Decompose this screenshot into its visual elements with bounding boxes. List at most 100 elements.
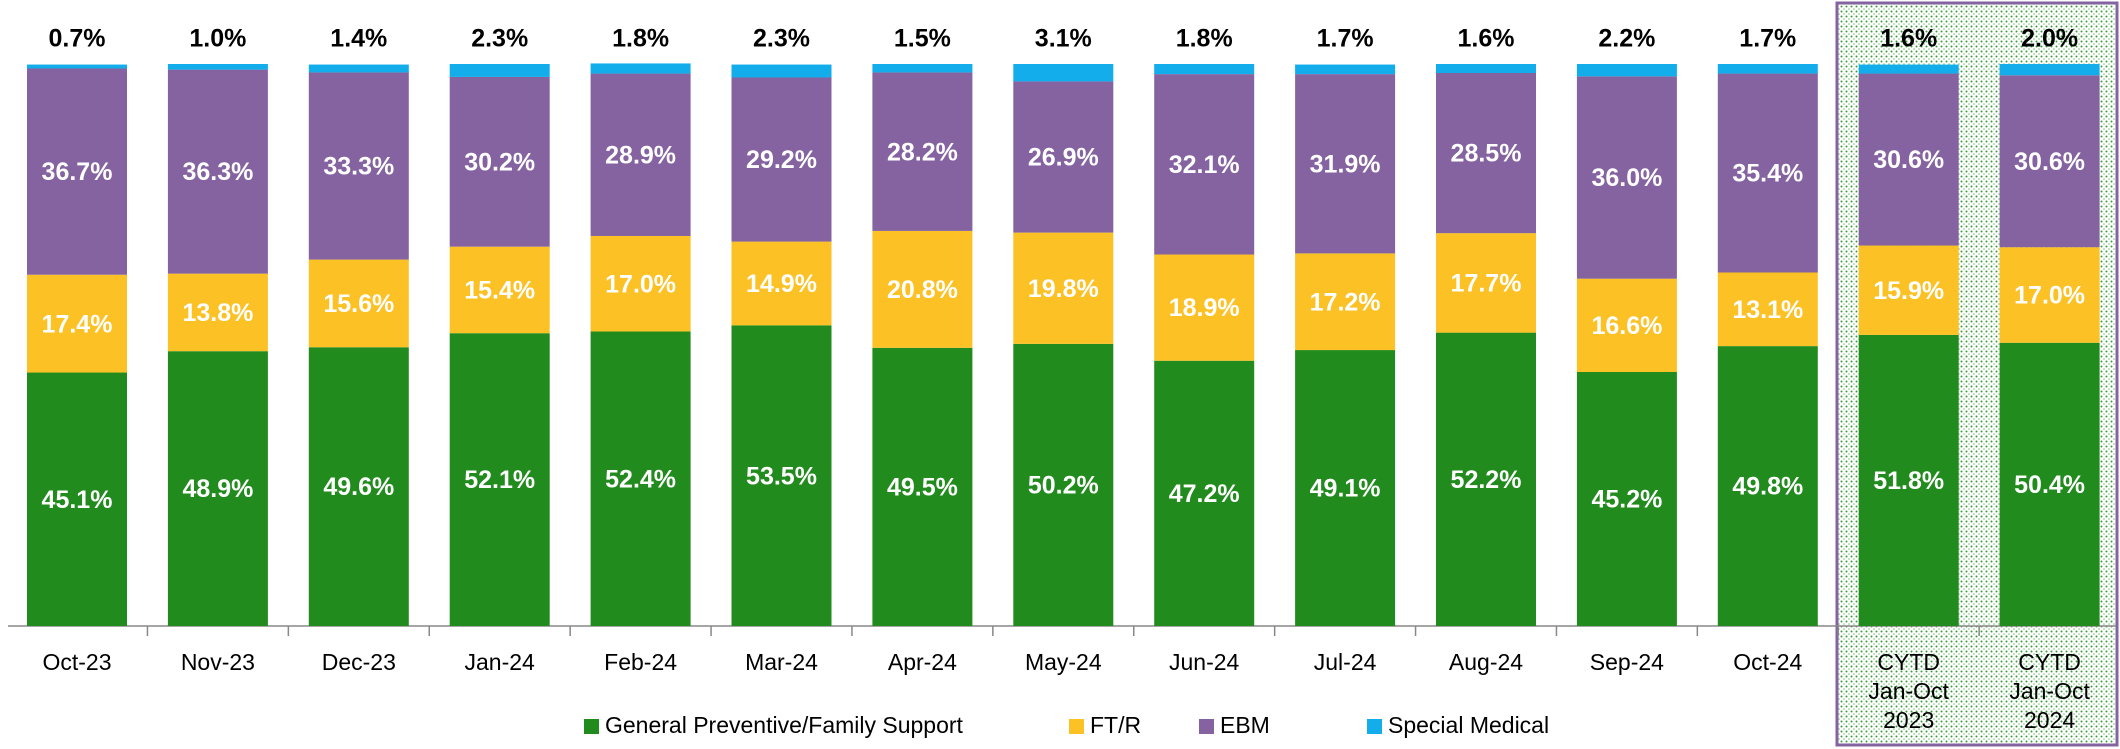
bar-segment (1858, 64, 1959, 74)
bar-segment (731, 64, 832, 78)
data-label: 17.0% (2014, 282, 2085, 310)
bar-segment (27, 68, 127, 275)
bar-segment (308, 72, 409, 260)
data-label: 49.1% (1310, 475, 1381, 503)
bar-segment (1576, 371, 1677, 626)
data-label: 31.9% (1310, 150, 1381, 178)
data-label: 15.4% (464, 277, 535, 305)
data-label: 28.5% (1451, 140, 1522, 168)
data-label: 0.7% (49, 25, 106, 53)
data-label: 1.6% (1880, 25, 1937, 53)
bar-segment (1154, 254, 1255, 361)
bar-segment (1999, 64, 2100, 76)
data-label: 50.2% (1028, 472, 1099, 500)
bar-segment (1999, 75, 2100, 248)
bar-segment (1858, 73, 1959, 246)
bar-segment (1436, 233, 1536, 333)
bar-segment (1013, 64, 1114, 82)
bar-segment (1717, 272, 1818, 347)
bar-segment (449, 76, 550, 247)
data-label: 15.6% (323, 290, 394, 318)
data-label: 13.1% (1732, 296, 1803, 324)
bar-segment (27, 274, 127, 373)
x-tick-label: Sep-24 (1589, 649, 1664, 675)
bar-segment (1154, 64, 1255, 75)
data-label: 36.7% (42, 158, 113, 186)
bar-segment (731, 77, 832, 242)
data-label: 19.8% (1028, 275, 1099, 303)
bar-segment (590, 331, 691, 626)
bar-segment (1295, 350, 1396, 626)
data-label: 17.2% (1310, 288, 1381, 316)
data-label: 2.0% (2021, 25, 2078, 53)
data-label: 52.1% (464, 466, 535, 494)
bar-segment (1436, 72, 1536, 234)
legend-swatch (1367, 719, 1382, 734)
bar-segment (872, 230, 973, 348)
legend-label: FT/R (1090, 712, 1141, 738)
bar-segment (1576, 278, 1677, 372)
legend-label: General Preventive/Family Support (605, 712, 964, 738)
bar-segment (449, 333, 550, 626)
data-label: 48.9% (182, 475, 253, 503)
bar-segment (1154, 360, 1255, 626)
data-label: 45.1% (42, 486, 113, 514)
bar-segment (167, 69, 268, 274)
data-label: 49.6% (323, 473, 394, 501)
bar-segment (167, 351, 268, 626)
data-label: 32.1% (1169, 151, 1240, 179)
legend-swatch (584, 719, 599, 734)
data-label: 17.7% (1451, 270, 1522, 298)
bar-segment (1154, 74, 1255, 255)
bar-segment (872, 347, 973, 626)
bar-segment (590, 73, 691, 236)
bar-segment (449, 246, 550, 334)
data-label: 1.0% (189, 25, 246, 53)
data-label: 18.9% (1169, 294, 1240, 322)
x-tick-label: Mar-24 (745, 649, 818, 675)
x-tick-label: Dec-23 (321, 649, 396, 675)
bar-segment (731, 241, 832, 326)
data-label: 2.2% (1598, 25, 1655, 53)
data-label: 17.0% (605, 270, 676, 298)
data-label: 13.8% (182, 299, 253, 327)
bar-segment (872, 72, 973, 231)
data-label: 53.5% (746, 462, 817, 490)
data-label: 51.8% (1873, 467, 1944, 495)
bar-segment (1858, 245, 1959, 335)
data-label: 1.7% (1317, 25, 1374, 53)
bar-segment (308, 259, 409, 348)
bar-segment (1436, 64, 1536, 73)
data-label: 1.5% (894, 25, 951, 53)
x-tick-label: Oct-23 (42, 649, 112, 675)
x-tick-label: Oct-24 (1733, 649, 1803, 675)
data-label: 50.4% (2014, 471, 2085, 499)
data-label: 45.2% (1591, 486, 1662, 514)
data-label: 16.6% (1591, 312, 1662, 340)
bar-segment (1999, 342, 2100, 626)
data-label: 47.2% (1169, 480, 1240, 508)
data-label: 52.4% (605, 465, 676, 493)
data-label: 28.9% (605, 141, 676, 169)
data-label: 1.8% (1176, 25, 1233, 53)
bar-segment (1999, 247, 2100, 343)
x-tick-label: Jul-24 (1313, 649, 1377, 675)
data-label: 35.4% (1732, 160, 1803, 188)
legend-label: Special Medical (1388, 712, 1549, 738)
data-label: 1.4% (330, 25, 387, 53)
bar-segment (308, 347, 409, 626)
legend-swatch (1069, 719, 1084, 734)
x-tick-label: Aug-24 (1448, 649, 1524, 675)
bar-segment (1576, 64, 1677, 77)
data-label: 28.2% (887, 138, 958, 166)
data-label: 36.3% (182, 158, 253, 186)
legend-swatch (1199, 719, 1214, 734)
bar-segment (1576, 76, 1677, 279)
bar-segment (1013, 232, 1114, 344)
data-label: 2.3% (471, 25, 528, 53)
bar-segment (308, 64, 409, 73)
data-label: 49.8% (1732, 473, 1803, 501)
x-tick-label: Nov-23 (180, 649, 255, 675)
bar-segment (1717, 64, 1818, 74)
